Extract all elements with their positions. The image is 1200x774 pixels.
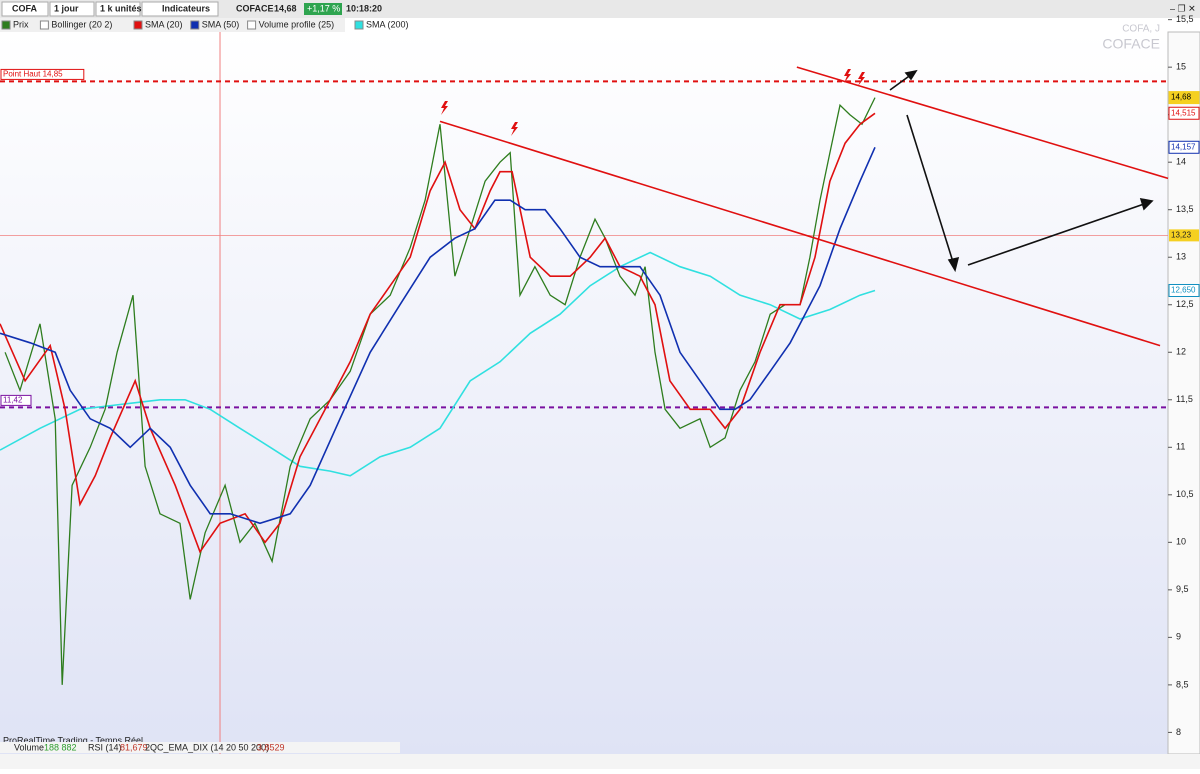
signal-icons bbox=[441, 69, 865, 136]
instrument-name: COFACE bbox=[236, 3, 274, 13]
legend-swatch bbox=[133, 20, 143, 30]
signal-icon bbox=[511, 122, 518, 136]
legend-label: SMA (200) bbox=[366, 19, 409, 29]
legend-label: Prix bbox=[13, 19, 29, 29]
y-tick-label: 8,5 bbox=[1176, 679, 1189, 689]
symbol-box[interactable] bbox=[1, 1, 49, 17]
legend-label: SMA (50) bbox=[202, 19, 240, 29]
plot-background bbox=[0, 32, 1168, 754]
level-label-box bbox=[0, 394, 32, 406]
arrow-head bbox=[1139, 197, 1154, 211]
y-tick-label: 9 bbox=[1176, 632, 1181, 642]
time: 10:18:20 bbox=[346, 3, 382, 13]
change: +1,17 % bbox=[307, 3, 340, 13]
units-box[interactable] bbox=[95, 1, 141, 17]
price-line bbox=[4, 97, 876, 685]
rsi-value: 81,679 bbox=[120, 742, 148, 752]
signal-icon bbox=[844, 69, 851, 83]
ema-value: 3,8529 bbox=[257, 742, 285, 752]
trendline bbox=[439, 120, 1161, 347]
volume-value: 188 882 bbox=[44, 742, 77, 752]
rsi-label: RSI (14) bbox=[88, 742, 122, 752]
price-tag-label: 14,515 bbox=[1171, 108, 1196, 117]
price-tag bbox=[1168, 140, 1200, 154]
y-tick-label: 10,5 bbox=[1176, 489, 1194, 499]
price-tag bbox=[1168, 91, 1200, 105]
x-axis-background bbox=[0, 754, 1200, 769]
toolbar: COFA 1 jour 1 k unités Indicateurs COFAC… bbox=[0, 0, 1200, 18]
toolbar-background bbox=[0, 0, 1200, 18]
signal-icon bbox=[858, 72, 865, 86]
period-box[interactable] bbox=[49, 1, 95, 17]
legend-background bbox=[0, 18, 345, 32]
indicator-bar bbox=[0, 742, 400, 753]
y-tick-label: 11,5 bbox=[1176, 394, 1193, 404]
legend: Prix Bollinger (20 2) SMA (20) SMA (50) Volu… bbox=[0, 18, 409, 32]
price-tag bbox=[1168, 283, 1200, 297]
y-tick-label: 8 bbox=[1176, 727, 1181, 737]
price-tag-label: 12,650 bbox=[1171, 286, 1196, 295]
volume-label: Volume bbox=[14, 742, 44, 752]
y-tick-label: 10 bbox=[1176, 537, 1186, 547]
price-tag-label: 14,68 bbox=[1171, 93, 1192, 102]
y-tick-label: 13 bbox=[1176, 252, 1186, 262]
y-tick-label: 12 bbox=[1176, 347, 1186, 357]
level-label: 11,42 bbox=[3, 395, 23, 404]
platform: ProRealTime Trading - Temps Réel bbox=[3, 735, 143, 745]
last-price: 14,68 bbox=[274, 3, 297, 13]
trendline bbox=[796, 66, 1169, 180]
indicators[interactable]: Indicateurs bbox=[162, 3, 210, 13]
units[interactable]: 1 k unités bbox=[100, 3, 142, 13]
legend-label: Volume profile (25) bbox=[259, 19, 335, 29]
change-box bbox=[304, 3, 342, 15]
sma-line bbox=[0, 251, 876, 477]
legend-swatch bbox=[190, 20, 200, 30]
legend-swatch bbox=[354, 20, 364, 30]
legend-swatch bbox=[1, 20, 11, 30]
legend-label: SMA (20) bbox=[145, 19, 183, 29]
y-tick-label: 11 bbox=[1176, 442, 1185, 452]
indicators-box[interactable] bbox=[141, 1, 219, 17]
y-tick-label: 15,5 bbox=[1176, 14, 1194, 24]
legend-label: Bollinger (20 2) bbox=[51, 19, 112, 29]
watermark-name: COFACE bbox=[1102, 36, 1160, 52]
symbol[interactable]: COFA bbox=[12, 3, 38, 13]
level-label-box bbox=[0, 68, 85, 80]
y-tick-label: 15 bbox=[1176, 62, 1186, 72]
arrow bbox=[906, 114, 954, 263]
watermark-ticker: COFA, J bbox=[1122, 24, 1160, 35]
period[interactable]: 1 jour bbox=[54, 3, 79, 13]
ema-label: 2QC_EMA_DIX (14 20 50 200) bbox=[145, 742, 269, 752]
arrow-head bbox=[904, 69, 918, 81]
crosshair-y-tag bbox=[1169, 229, 1199, 242]
signal-icon bbox=[441, 101, 448, 115]
arrow bbox=[967, 203, 1145, 266]
legend-swatch bbox=[247, 20, 257, 30]
level-label: Point Haut 14,85 bbox=[3, 70, 63, 79]
y-tick-label: 9,5 bbox=[1176, 584, 1189, 594]
y-tick-label: 13,5 bbox=[1176, 204, 1194, 214]
arrow-head bbox=[947, 256, 960, 273]
legend-swatch bbox=[39, 20, 49, 30]
y-tick-label: 12,5 bbox=[1176, 299, 1194, 309]
price-tag bbox=[1168, 106, 1200, 120]
y-tick-label: 14 bbox=[1176, 157, 1186, 167]
window-controls[interactable]: – ❐ ✕ bbox=[1170, 3, 1196, 13]
y-axis-background bbox=[1167, 31, 1200, 755]
arrows bbox=[889, 69, 1154, 273]
price-tag-label: 14,157 bbox=[1171, 142, 1196, 151]
sma-line bbox=[0, 146, 876, 525]
crosshair-y-label: 13,23 bbox=[1171, 230, 1192, 239]
